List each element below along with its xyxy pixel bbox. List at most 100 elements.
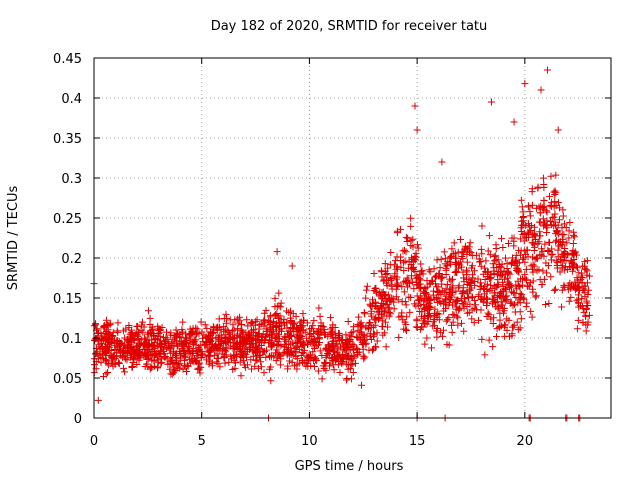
data-point [491,257,499,265]
data-point [532,293,540,301]
data-point [347,329,355,337]
data-point [276,361,284,369]
data-point [516,324,524,332]
data-point [522,276,530,284]
data-point [316,347,324,355]
data-point [421,319,429,327]
data-point [311,343,319,351]
data-point [516,289,524,297]
data-point [517,224,525,232]
data-point [168,338,176,346]
data-point [448,293,456,301]
data-point [537,202,545,210]
data-point [446,289,454,297]
data-point [407,254,415,262]
data-point [519,217,527,225]
data-point [524,228,532,236]
data-point [309,338,317,346]
data-point [164,360,172,368]
data-point [386,296,394,304]
data-point [513,285,521,293]
data-point [454,296,462,304]
data-point [449,250,457,258]
data-point [545,300,553,308]
data-point [560,283,568,291]
data-point [405,293,413,301]
data-point [234,330,242,338]
data-point [507,260,515,268]
data-point [501,254,509,262]
data-point [296,318,304,326]
y-tick-label: 0.25 [53,212,82,227]
data-point [548,245,556,253]
data-point [275,335,283,343]
data-point [170,341,178,349]
data-point [148,364,156,372]
data-point [508,323,516,331]
data-point [463,250,471,258]
data-point [542,300,550,308]
data-point [208,341,216,349]
data-point [137,327,145,335]
data-point [433,333,441,341]
data-point [520,237,528,245]
data-point [473,306,481,314]
data-point [551,198,559,206]
data-point [528,313,536,321]
data-point [364,324,372,332]
data-point [445,341,453,349]
data-point [94,396,102,404]
data-point [327,314,335,322]
data-point [138,321,146,329]
data-point [429,322,437,330]
data-point [257,341,265,349]
data-point [474,275,482,283]
data-point [329,353,337,361]
data-point [330,366,338,374]
data-point [231,359,239,367]
data-point [239,339,247,347]
data-point [320,365,328,373]
data-point [172,357,180,365]
data-point [93,325,101,333]
data-point [223,315,231,323]
data-point [493,332,501,340]
data-point [425,266,433,274]
data-point [536,228,544,236]
data-point [439,332,447,340]
data-point [559,212,567,220]
data-point [154,358,162,366]
data-point [433,313,441,321]
data-point [518,275,526,283]
data-point [479,270,487,278]
y-tick-label: 0.1 [61,332,82,347]
y-tick-label: 0.15 [53,292,82,307]
data-point [495,261,503,269]
data-point [481,351,489,359]
data-point [384,305,392,313]
data-point [517,196,525,204]
data-point [280,315,288,323]
data-point [289,310,297,318]
data-point [455,305,463,313]
data-point [171,334,179,342]
data-point [565,227,573,235]
data-point [441,296,449,304]
data-point [505,280,513,288]
data-point [108,355,116,363]
data-point [409,265,417,273]
data-point [268,343,276,351]
data-point [348,332,356,340]
data-point [113,327,121,335]
data-point [187,329,195,337]
data-point [402,248,410,256]
data-point [498,235,506,243]
data-point [418,308,426,316]
data-point [162,334,170,342]
data-point [433,256,441,264]
data-point [380,277,388,285]
data-point [535,266,543,274]
data-point [326,362,334,370]
data-point [163,335,171,343]
data-point [272,349,280,357]
